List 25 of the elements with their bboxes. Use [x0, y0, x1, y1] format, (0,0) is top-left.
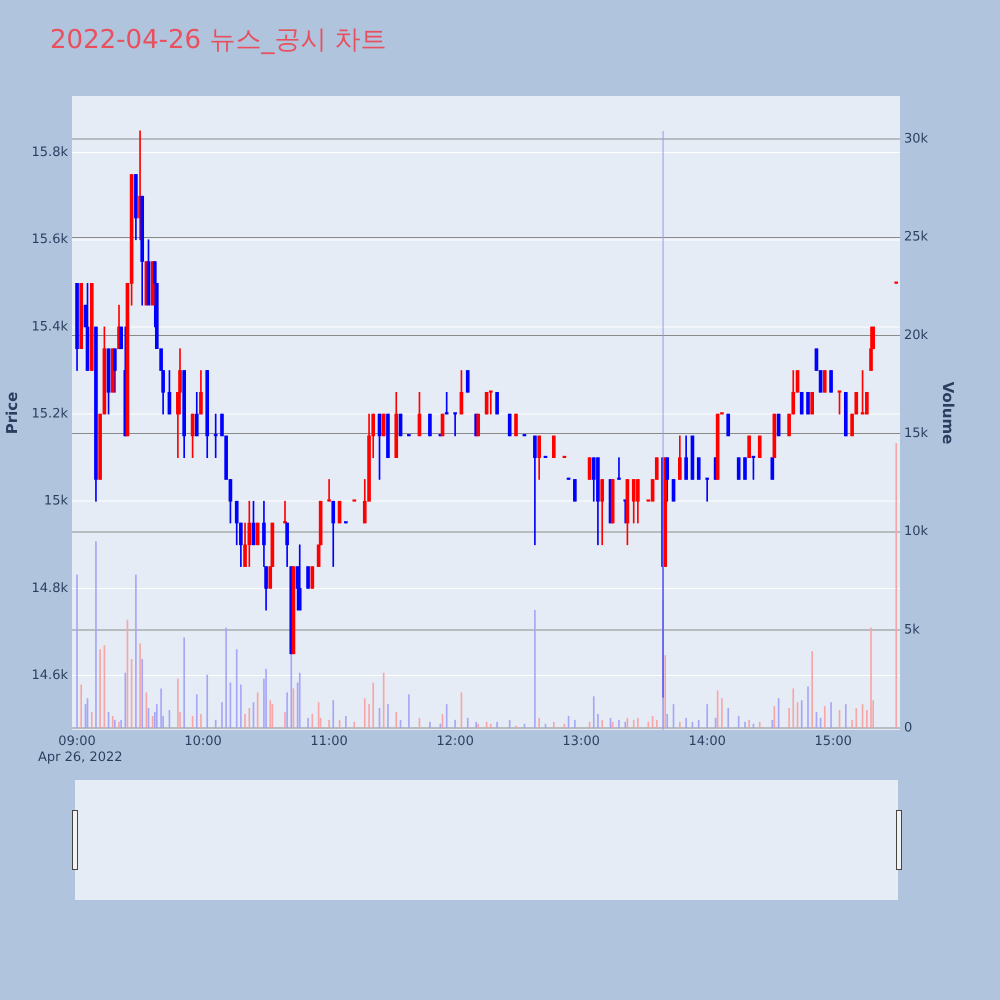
y2-axis-title: Volume	[939, 382, 958, 444]
y-tick-label: 15.2k	[32, 406, 68, 422]
y2-tick-label: 10k	[904, 524, 929, 540]
x-tick-label: 13:00	[562, 734, 600, 750]
y-tick-label: 14.8k	[32, 580, 68, 596]
y-tick-label: 15.6k	[32, 232, 68, 248]
chart-title: 2022-04-26 뉴스_공시 차트	[50, 24, 387, 57]
x-tick-label: 12:00	[436, 734, 474, 750]
x-tick-label: 09:00	[58, 734, 96, 750]
y2-tick-label: 25k	[904, 230, 929, 245]
y2-tick-label: 20k	[904, 328, 929, 343]
x-tick-label: 14:00	[688, 734, 726, 750]
x-tick-label: 15:00	[814, 734, 852, 750]
x-tick-label: 10:00	[184, 734, 222, 750]
y-tick-label: 15.4k	[32, 319, 68, 334]
y-axis-title: Price	[2, 392, 21, 434]
y2-tick-label: 5k	[904, 622, 920, 638]
y2-tick-label: 0	[904, 720, 912, 736]
x-tick-label: 11:00	[310, 734, 348, 750]
y-tick-label: 14.6k	[32, 668, 68, 683]
text: Apr 26, 2022	[38, 750, 123, 765]
y-tick-label: 15k	[44, 494, 68, 509]
y-tick-label: 15.8k	[32, 145, 68, 160]
y2-tick-label: 30k	[904, 132, 929, 147]
y2-tick-label: 15k	[904, 426, 929, 441]
